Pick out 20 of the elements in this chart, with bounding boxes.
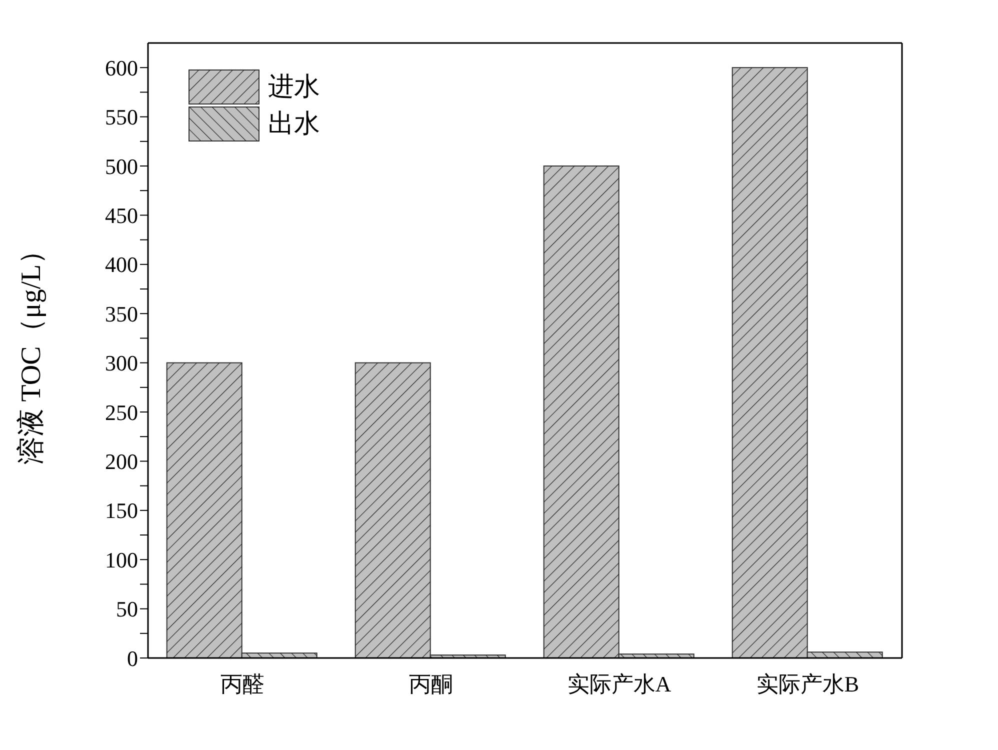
- y-tick-label: 250: [105, 400, 138, 425]
- x-tick-label: 丙醛: [220, 672, 264, 697]
- y-tick-label: 550: [105, 104, 138, 130]
- y-axis-title: 溶液 TOC（μg/L）: [16, 236, 47, 465]
- x-tick-label: 实际产水A: [567, 672, 672, 697]
- y-tick-label: 500: [105, 154, 138, 179]
- legend-label: 进水: [268, 71, 320, 103]
- legend-label: 出水: [268, 108, 320, 140]
- y-tick-label: 600: [105, 55, 138, 80]
- y-tick-label: 50: [116, 596, 138, 622]
- y-tick-label: 0: [127, 646, 138, 671]
- x-tick-label: 丙酮: [408, 672, 453, 697]
- y-tick-label: 300: [105, 350, 138, 376]
- y-tick-label: 450: [105, 203, 138, 228]
- x-tick-label: 实际产水B: [756, 672, 860, 697]
- y-tick-label: 150: [105, 498, 138, 524]
- y-tick-label: 400: [105, 252, 138, 278]
- y-tick-label: 350: [105, 301, 138, 326]
- y-tick-label: 200: [105, 449, 138, 474]
- y-tick-label: 100: [105, 547, 138, 572]
